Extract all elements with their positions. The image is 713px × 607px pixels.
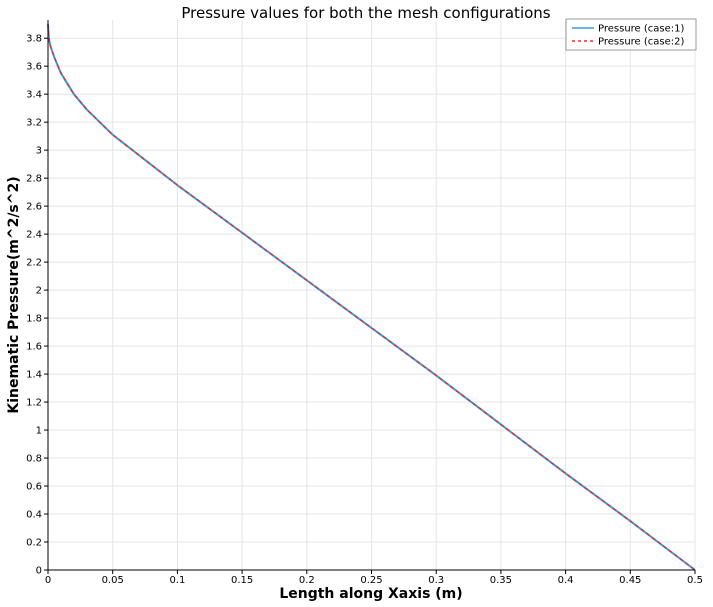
legend-label-case-1: Pressure (case:1) <box>598 24 685 35</box>
y-axis-title: Kinematic Pressure(m^2/s^2) <box>6 176 22 413</box>
x-tick-label: 0.2 <box>299 575 315 586</box>
x-tick-label: 0.5 <box>687 575 703 586</box>
y-tick-label: 2 <box>36 286 42 297</box>
y-tick-label: 1 <box>36 426 42 437</box>
legend-box <box>565 18 697 51</box>
x-tick-label: 0.15 <box>231 575 253 586</box>
y-tick-label: 3.2 <box>26 118 42 129</box>
y-ticks: 0 0.2 0.4 0.6 0.8 1 1.2 1.4 1.6 1.8 2 2.2 2.4 2.6 2.8 3… <box>26 34 48 577</box>
series-line-case-2 <box>47 24 696 571</box>
y-tick-label: 3.4 <box>26 90 42 101</box>
y-tick-label: 2.4 <box>26 230 42 241</box>
x-tick-label: 0.3 <box>428 575 444 586</box>
x-tick-label: 0.1 <box>169 575 185 586</box>
y-tick-label: 2.8 <box>26 174 42 185</box>
y-tick-label: 1.8 <box>26 314 42 325</box>
x-axis-title: Length along Xaxis (m) <box>279 586 462 602</box>
x-tick-label: 0.4 <box>558 575 574 586</box>
y-tick-label: 0.8 <box>26 454 42 465</box>
x-ticks: 0 0.05 0.1 0.15 0.2 0.25 0.3 0.35 0.4 0.45 0.5 <box>45 570 703 586</box>
legend-label-case-2: Pressure (case:2) <box>598 37 685 48</box>
y-tick-label: 0.4 <box>26 510 42 521</box>
y-tick-label: 0 <box>36 566 42 577</box>
y-tick-label: 1.2 <box>26 398 42 409</box>
y-tick-label: 1.6 <box>26 342 42 353</box>
x-tick-label: 0 <box>45 575 51 586</box>
y-tick-label: 3.6 <box>26 62 42 73</box>
x-tick-label: 0.25 <box>360 575 382 586</box>
series-lines <box>47 24 696 571</box>
x-tick-label: 0.05 <box>102 575 124 586</box>
y-tick-label: 0.6 <box>26 482 42 493</box>
x-tick-label: 0.45 <box>619 575 641 586</box>
legend: Pressure (case:1) Pressure (case:2) <box>565 18 697 51</box>
y-tick-label: 3.8 <box>26 34 42 45</box>
x-tick-label: 0.35 <box>490 575 512 586</box>
y-tick-label: 0.2 <box>26 538 42 549</box>
y-tick-label: 2.2 <box>26 258 42 269</box>
y-tick-label: 1.4 <box>26 370 42 381</box>
y-tick-label: 3 <box>36 146 42 157</box>
chart-title: Pressure values for both the mesh config… <box>181 4 550 22</box>
y-tick-label: 2.6 <box>26 202 42 213</box>
